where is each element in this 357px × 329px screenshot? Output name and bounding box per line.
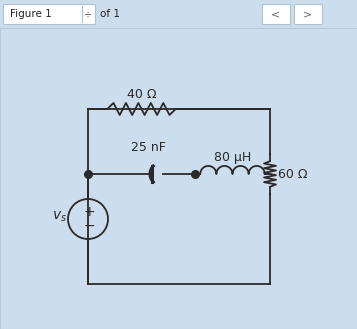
Text: <: <	[271, 9, 281, 19]
Text: 60 Ω: 60 Ω	[278, 167, 307, 181]
Text: 40 Ω: 40 Ω	[127, 88, 156, 101]
Text: of 1: of 1	[100, 9, 120, 19]
Text: −: −	[83, 219, 95, 233]
FancyBboxPatch shape	[262, 4, 290, 24]
Text: Figure 1: Figure 1	[10, 9, 52, 19]
Text: 80 μH: 80 μH	[214, 151, 251, 164]
FancyBboxPatch shape	[294, 4, 322, 24]
Text: ÷: ÷	[84, 9, 92, 19]
FancyBboxPatch shape	[3, 4, 95, 24]
Text: +: +	[83, 205, 95, 219]
Text: 25 nF: 25 nF	[131, 141, 165, 154]
Text: >: >	[303, 9, 313, 19]
Text: $v_s$: $v_s$	[52, 210, 67, 224]
